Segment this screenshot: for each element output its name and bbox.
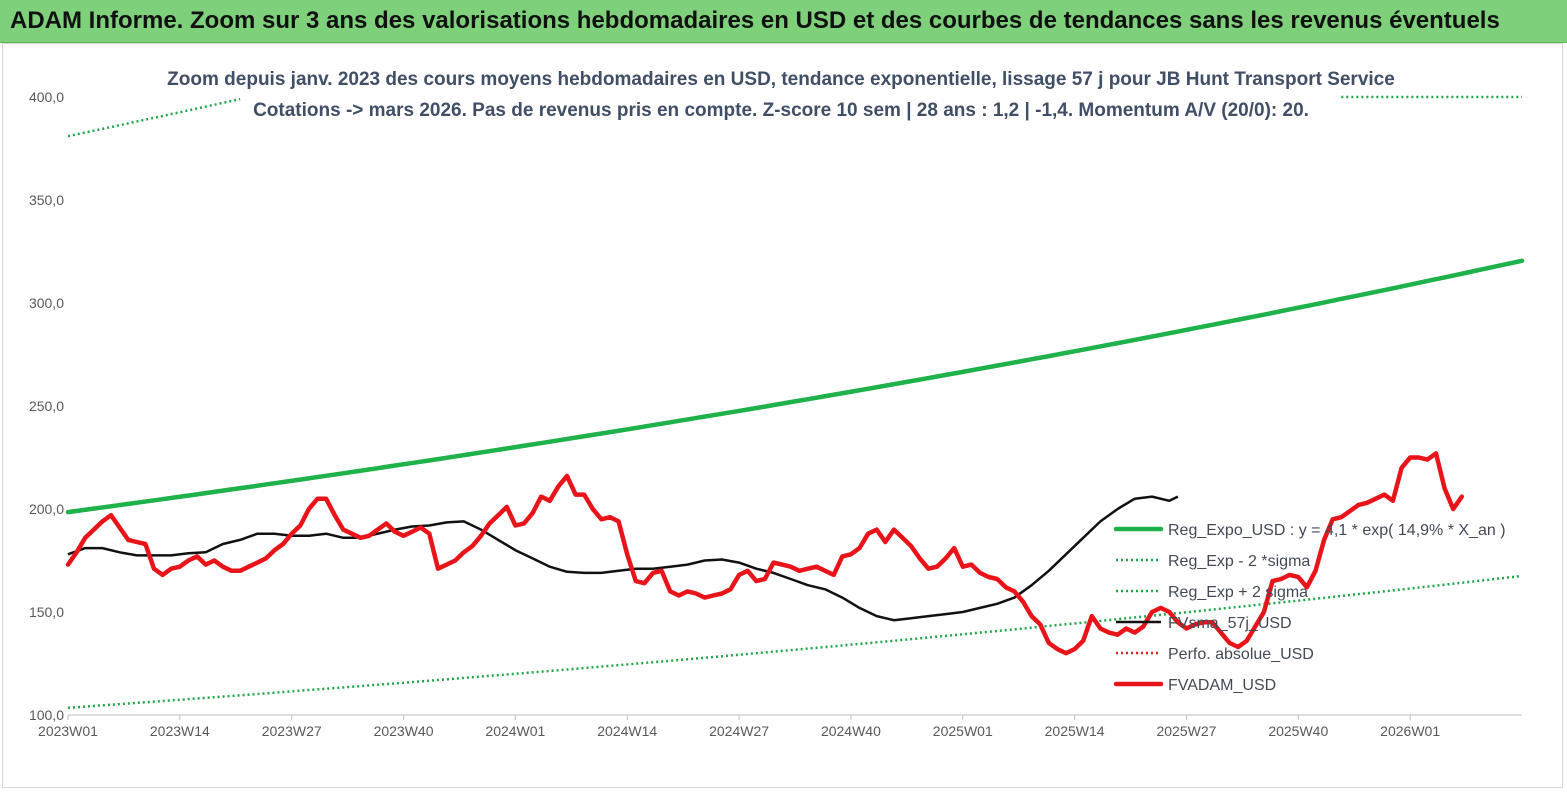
y-tick-label: 100,0: [29, 707, 64, 723]
banner-title: ADAM Informe. Zoom sur 3 ans des valoris…: [10, 7, 1500, 34]
x-tick-label: 2024W14: [597, 723, 657, 739]
y-tick-label: 250,0: [29, 398, 64, 414]
legend-entry: FVsma_57j_USD: [1168, 615, 1292, 632]
series-line-1: [67, 574, 1523, 710]
chart-frame: Zoom depuis janv. 2023 des cours moyens …: [2, 43, 1563, 788]
x-tick-label: 2023W01: [38, 723, 98, 739]
x-tick-label: 2026W01: [1380, 723, 1440, 739]
y-tick-label: 350,0: [29, 192, 64, 208]
legend-entry: Reg_Expo_USD : y = 4,1 * exp( 14,9% * X_…: [1168, 522, 1506, 539]
y-tick-label: 300,0: [29, 295, 64, 311]
legend-entry: Reg_Exp + 2 sigma: [1168, 584, 1308, 601]
series-line-3: [67, 495, 1179, 622]
legend-entry: Reg_Exp - 2 *sigma: [1168, 553, 1310, 570]
legend-entry: FVADAM_USD: [1168, 677, 1276, 694]
y-tick-label: 150,0: [29, 604, 64, 620]
x-tick-label: 2024W40: [821, 723, 881, 739]
axes: 100,0 150,0 200,0 250,0 300,0 350,0 400,0 2023W…: [29, 89, 1522, 739]
report-banner: ADAM Informe. Zoom sur 3 ans des valoris…: [0, 0, 1567, 43]
series-line-2: [67, 95, 1522, 138]
legend-entry: Perfo. absolue_USD: [1168, 646, 1314, 663]
series-layer: [65, 95, 1525, 710]
line-chart: Zoom depuis janv. 2023 des cours moyens …: [29, 69, 1525, 739]
x-tick-label: 2025W01: [933, 723, 993, 739]
legend: Reg_Expo_USD : y = 4,1 * exp( 14,9% * X_…: [1113, 522, 1506, 694]
x-tick-label: 2025W27: [1156, 723, 1216, 739]
series-line-0: [65, 258, 1525, 515]
x-tick-label: 2025W40: [1268, 723, 1328, 739]
x-tick-label: 2024W01: [485, 723, 545, 739]
y-tick-label: 400,0: [29, 89, 64, 105]
x-tick-label: 2023W14: [150, 723, 210, 739]
x-tick-label: 2024W27: [709, 723, 769, 739]
chart-title: Zoom depuis janv. 2023 des cours moyens …: [167, 69, 1395, 90]
x-tick-label: 2025W14: [1045, 723, 1105, 739]
y-tick-label: 200,0: [29, 501, 64, 517]
x-tick-label: 2023W40: [374, 723, 434, 739]
chart-subtitle: Cotations -> mars 2026. Pas de revenus p…: [253, 100, 1309, 121]
series-line-5: [65, 451, 1465, 656]
x-tick-label: 2023W27: [262, 723, 322, 739]
